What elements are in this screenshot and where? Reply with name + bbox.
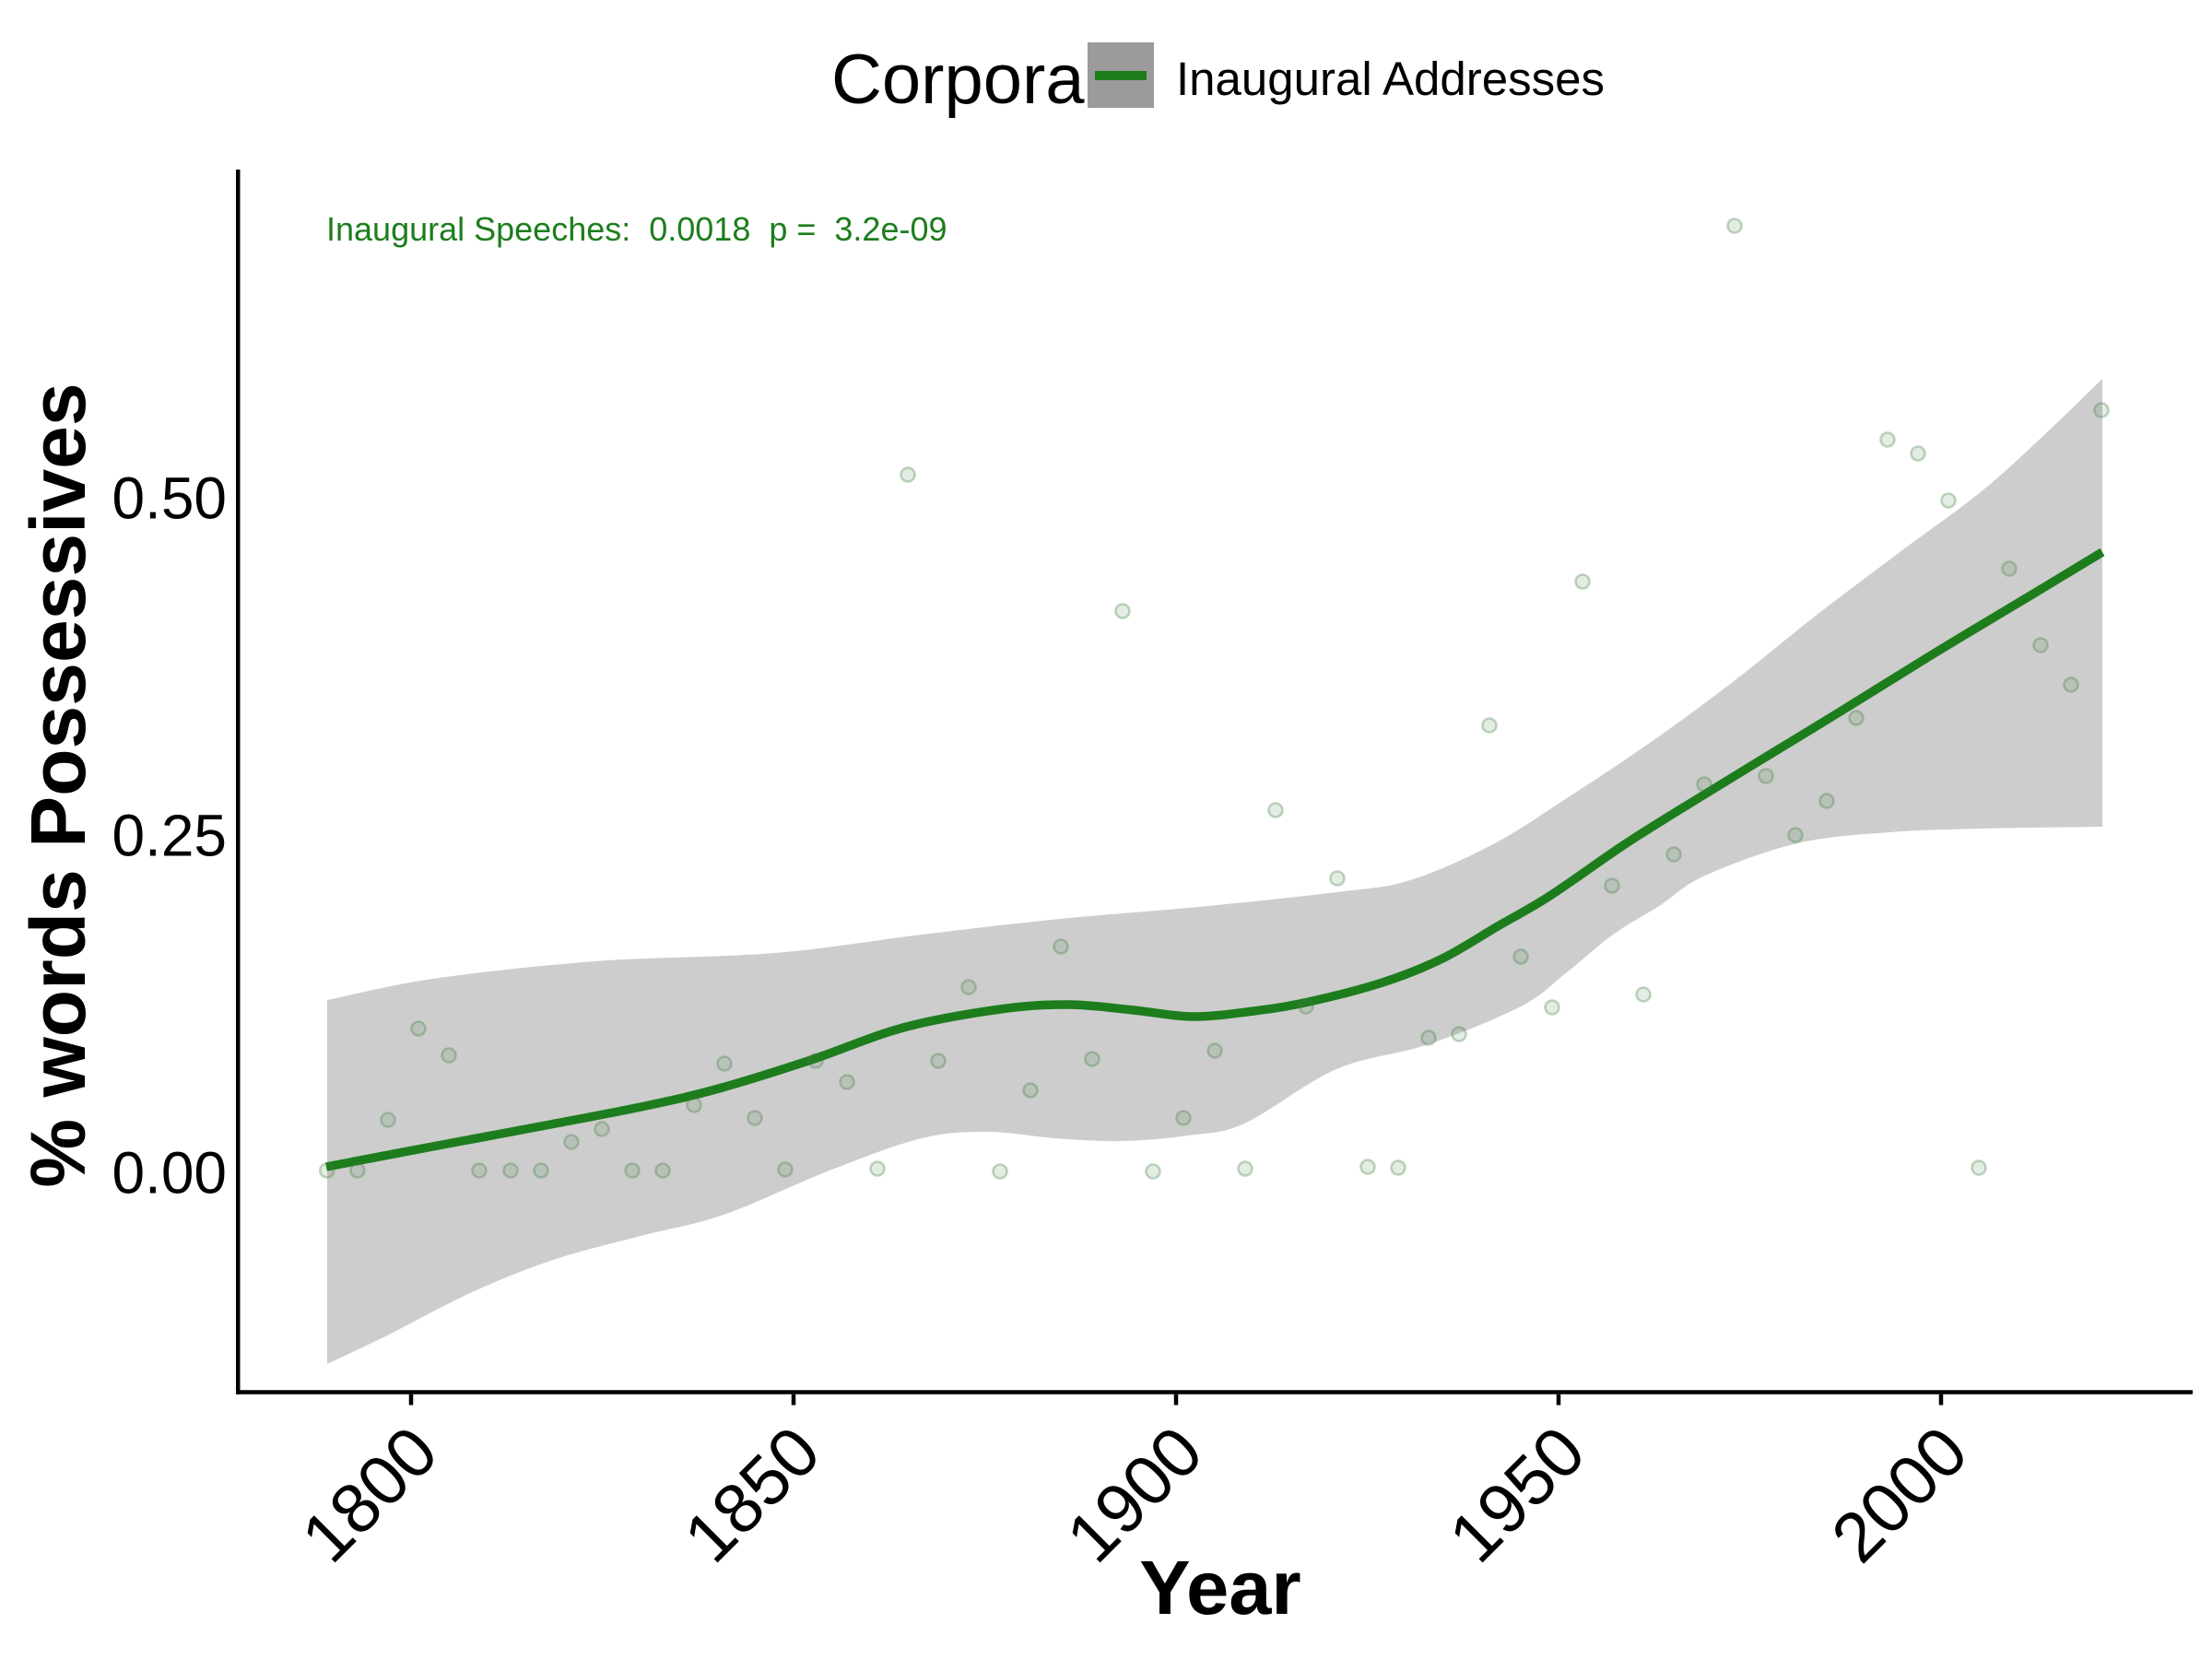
- svg-text:0.25: 0.25: [112, 802, 227, 868]
- svg-text:Year: Year: [1139, 1545, 1300, 1630]
- svg-text:Inaugural Speeches: 0.0018 p: Inaugural Speeches: 0.0018 p = 3.2e-09: [326, 210, 947, 248]
- svg-text:% words Possessives: % words Possessives: [15, 382, 101, 1187]
- svg-text:Inaugural Addresses: Inaugural Addresses: [1176, 53, 1605, 105]
- svg-text:Corpora: Corpora: [831, 41, 1085, 119]
- svg-text:0.00: 0.00: [112, 1139, 227, 1206]
- svg-text:0.50: 0.50: [112, 465, 227, 531]
